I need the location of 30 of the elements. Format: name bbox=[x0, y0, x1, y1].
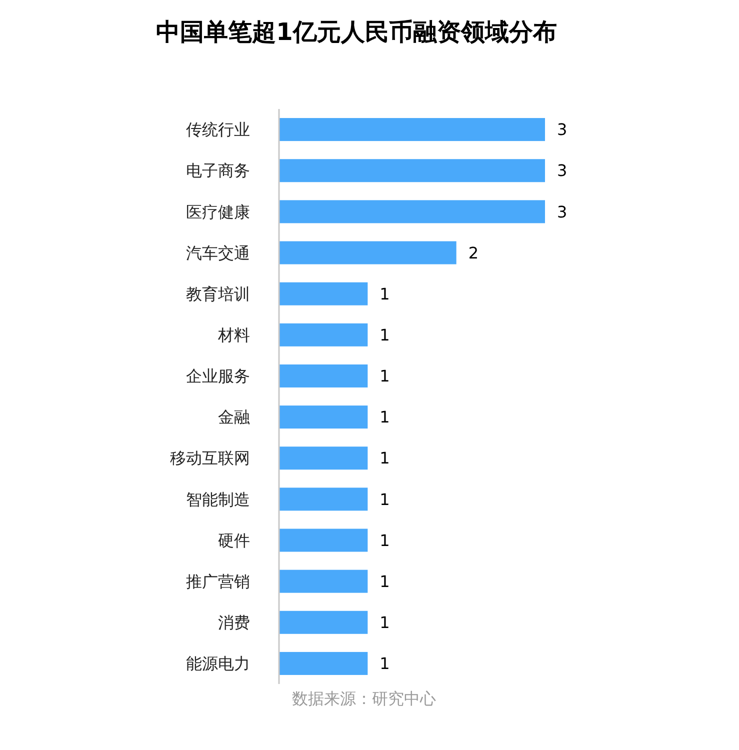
data-label: 1 bbox=[380, 448, 390, 468]
data-label: 1 bbox=[380, 408, 390, 427]
y-tick-label: 汽车交通 bbox=[186, 243, 250, 262]
data-label: 1 bbox=[380, 572, 390, 591]
y-tick-label: 金融 bbox=[218, 408, 250, 427]
data-label: 1 bbox=[380, 654, 390, 674]
y-tick-label: 企业服务 bbox=[186, 366, 250, 386]
y-tick-label: 硬件 bbox=[218, 530, 250, 550]
y-tick-label: 材料 bbox=[217, 325, 250, 344]
data-label: 1 bbox=[380, 612, 390, 632]
data-label: 1 bbox=[380, 490, 390, 509]
y-tick-label: 消费 bbox=[218, 612, 250, 632]
y-tick-label: 能源电力 bbox=[186, 654, 250, 674]
y-tick-label: 智能制造 bbox=[186, 490, 250, 509]
y-tick-label: 电子商务 bbox=[186, 161, 250, 180]
data-label: 3 bbox=[557, 161, 568, 180]
chart-title: 中国单笔超1亿元人民币融资领域分布 bbox=[156, 18, 557, 46]
data-label: 1 bbox=[380, 366, 390, 386]
data-label: 3 bbox=[557, 202, 568, 222]
y-tick-label: 传统行业 bbox=[186, 120, 250, 140]
y-tick-label: 推广营销 bbox=[186, 572, 250, 591]
data-label: 1 bbox=[380, 530, 390, 550]
y-tick-label: 移动互联网 bbox=[170, 448, 250, 468]
data-label: 3 bbox=[557, 120, 568, 140]
y-tick-label: 教育培训 bbox=[186, 284, 250, 304]
source-note: 数据来源：研究中心 bbox=[292, 689, 436, 708]
data-label: 1 bbox=[380, 284, 390, 304]
y-tick-label: 医疗健康 bbox=[186, 202, 250, 222]
data-label: 1 bbox=[380, 325, 390, 344]
data-label: 2 bbox=[468, 243, 479, 262]
